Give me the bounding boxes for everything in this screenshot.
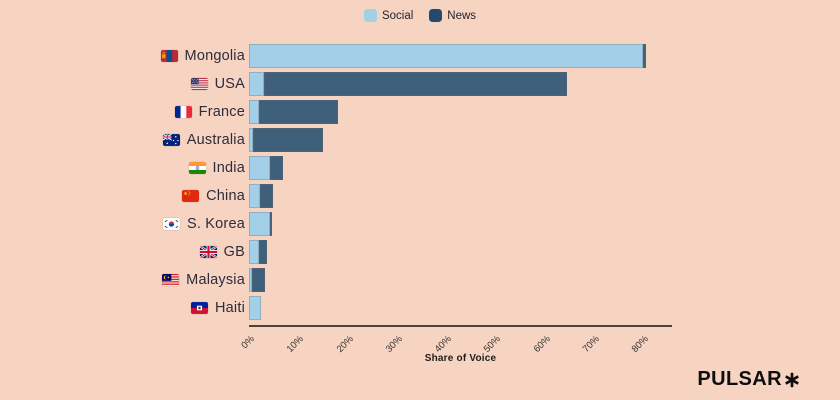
category-name: China (206, 188, 245, 204)
chart-row-france: France (0, 100, 840, 124)
category-label: Australia (0, 128, 245, 152)
bar-segment-social[interactable] (249, 240, 259, 264)
chart-row-india: India (0, 156, 840, 180)
bar-segment-news[interactable] (252, 128, 323, 152)
x-axis-title: Share of Voice (424, 353, 497, 364)
category-name: India (212, 160, 245, 176)
chart-row-gb: GB (0, 240, 840, 264)
category-label: GB (0, 240, 245, 264)
bar-segment-social[interactable] (249, 212, 271, 236)
category-label: USA (0, 72, 245, 96)
chart-rows: Mongolia USA France Australia India China S. K… (0, 44, 840, 320)
stacked-bar (249, 100, 338, 124)
flag-haiti-icon (190, 302, 208, 314)
bar-segment-social[interactable] (249, 268, 252, 292)
flag-australia-icon (162, 134, 180, 146)
legend-label-news: News (447, 9, 477, 22)
social-swatch-icon (363, 9, 377, 22)
asterisk-icon (785, 372, 799, 388)
stacked-bar (249, 156, 284, 180)
flag-gb-icon (199, 246, 217, 258)
category-label: S. Korea (0, 212, 245, 236)
share-of-voice-chart: Mongolia USA France Australia India China S. K… (0, 44, 840, 324)
pulsar-logo: PULSAR (697, 368, 800, 391)
category-name: GB (223, 244, 245, 260)
legend-label-social: Social (381, 9, 414, 22)
bar-segment-social[interactable] (249, 44, 643, 68)
chart-row-australia: Australia (0, 128, 840, 152)
legend-item-news[interactable]: News (429, 9, 476, 22)
stacked-bar (249, 212, 273, 236)
chart-row-malaysia: Malaysia (0, 268, 840, 292)
bar-segment-news[interactable] (259, 184, 274, 208)
x-axis-line (249, 325, 672, 327)
category-name: Malaysia (186, 272, 245, 288)
chart-legend: Social News (0, 9, 840, 22)
flag-malaysia-icon (162, 274, 180, 286)
chart-row-mongolia: Mongolia (0, 44, 840, 68)
stacked-bar (249, 240, 267, 264)
bar-segment-news[interactable] (270, 156, 284, 180)
category-label: France (0, 100, 245, 124)
stacked-bar (249, 72, 567, 96)
category-label: China (0, 184, 245, 208)
flag-india-icon (188, 162, 206, 174)
category-name: France (198, 104, 245, 120)
category-name: S. Korea (186, 216, 245, 232)
chart-row-usa: USA (0, 72, 840, 96)
stacked-bar (249, 128, 323, 152)
bar-segment-social[interactable] (249, 184, 260, 208)
flag-usa-icon (190, 78, 208, 90)
bar-segment-news[interactable] (643, 44, 646, 68)
stacked-bar (249, 44, 646, 68)
flag-china-icon (182, 190, 200, 202)
stacked-bar (249, 296, 262, 320)
chart-row-haiti: Haiti (0, 296, 840, 320)
news-swatch-icon (429, 9, 443, 22)
pulsar-logo-text: PULSAR (697, 368, 782, 390)
chart-row-china: China (0, 184, 840, 208)
category-name: Australia (186, 132, 245, 148)
stacked-bar (249, 268, 265, 292)
chart-row-s-korea: S. Korea (0, 212, 840, 236)
legend-item-social[interactable]: Social (363, 9, 414, 22)
category-name: USA (214, 76, 245, 92)
category-name: Haiti (214, 300, 245, 316)
bar-segment-social[interactable] (249, 128, 253, 152)
bar-segment-news[interactable] (270, 212, 273, 236)
bar-segment-social[interactable] (249, 100, 259, 124)
flag-france-icon (174, 106, 192, 118)
flag-south-korea-icon (162, 218, 180, 230)
category-label: Mongolia (0, 44, 245, 68)
bar-segment-news[interactable] (258, 100, 338, 124)
stacked-bar (249, 184, 274, 208)
category-label: India (0, 156, 245, 180)
category-label: Haiti (0, 296, 245, 320)
category-name: Mongolia (184, 48, 245, 64)
flag-mongolia-icon (160, 50, 178, 62)
bar-segment-social[interactable] (249, 156, 271, 180)
bar-segment-news[interactable] (251, 268, 265, 292)
category-label: Malaysia (0, 268, 245, 292)
bar-segment-news[interactable] (258, 240, 267, 264)
bar-segment-news[interactable] (263, 72, 567, 96)
bar-segment-social[interactable] (249, 72, 264, 96)
bar-segment-social[interactable] (249, 296, 262, 320)
